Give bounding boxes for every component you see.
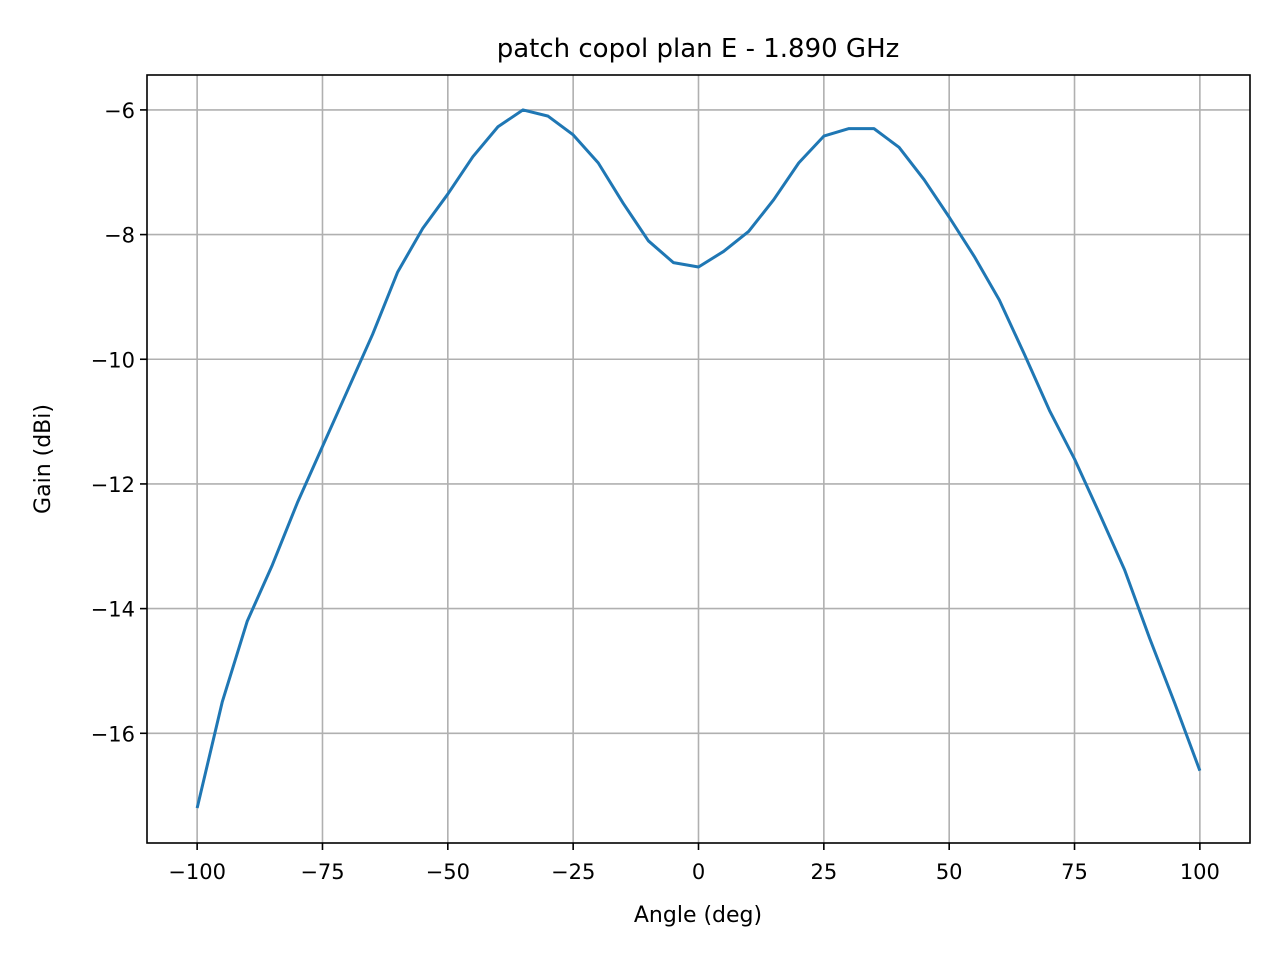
- plot-frame: [146, 74, 1251, 844]
- chart-title: patch copol plan E - 1.890 GHz: [497, 34, 900, 64]
- y-tick-label: −6: [104, 99, 135, 123]
- y-axis-label: Gain (dBi): [31, 404, 56, 514]
- data-line: [195, 108, 1202, 809]
- x-tick-label: 75: [1061, 860, 1088, 884]
- y-tick-label: −14: [91, 598, 135, 622]
- x-tick-label: 100: [1180, 860, 1220, 884]
- x-tick-label: −25: [551, 860, 595, 884]
- y-tick-label: −16: [91, 722, 135, 746]
- x-tick-label: 25: [810, 860, 837, 884]
- x-tick-label: −100: [168, 860, 226, 884]
- y-tick-label: −8: [104, 224, 135, 248]
- x-tick-label: 50: [936, 860, 963, 884]
- x-tick-label: 0: [692, 860, 705, 884]
- x-tick-label: −50: [426, 860, 470, 884]
- y-tick-label: −10: [91, 348, 135, 372]
- x-axis-label: Angle (deg): [634, 903, 762, 928]
- x-tick-label: −75: [300, 860, 344, 884]
- y-tick-label: −12: [91, 473, 135, 497]
